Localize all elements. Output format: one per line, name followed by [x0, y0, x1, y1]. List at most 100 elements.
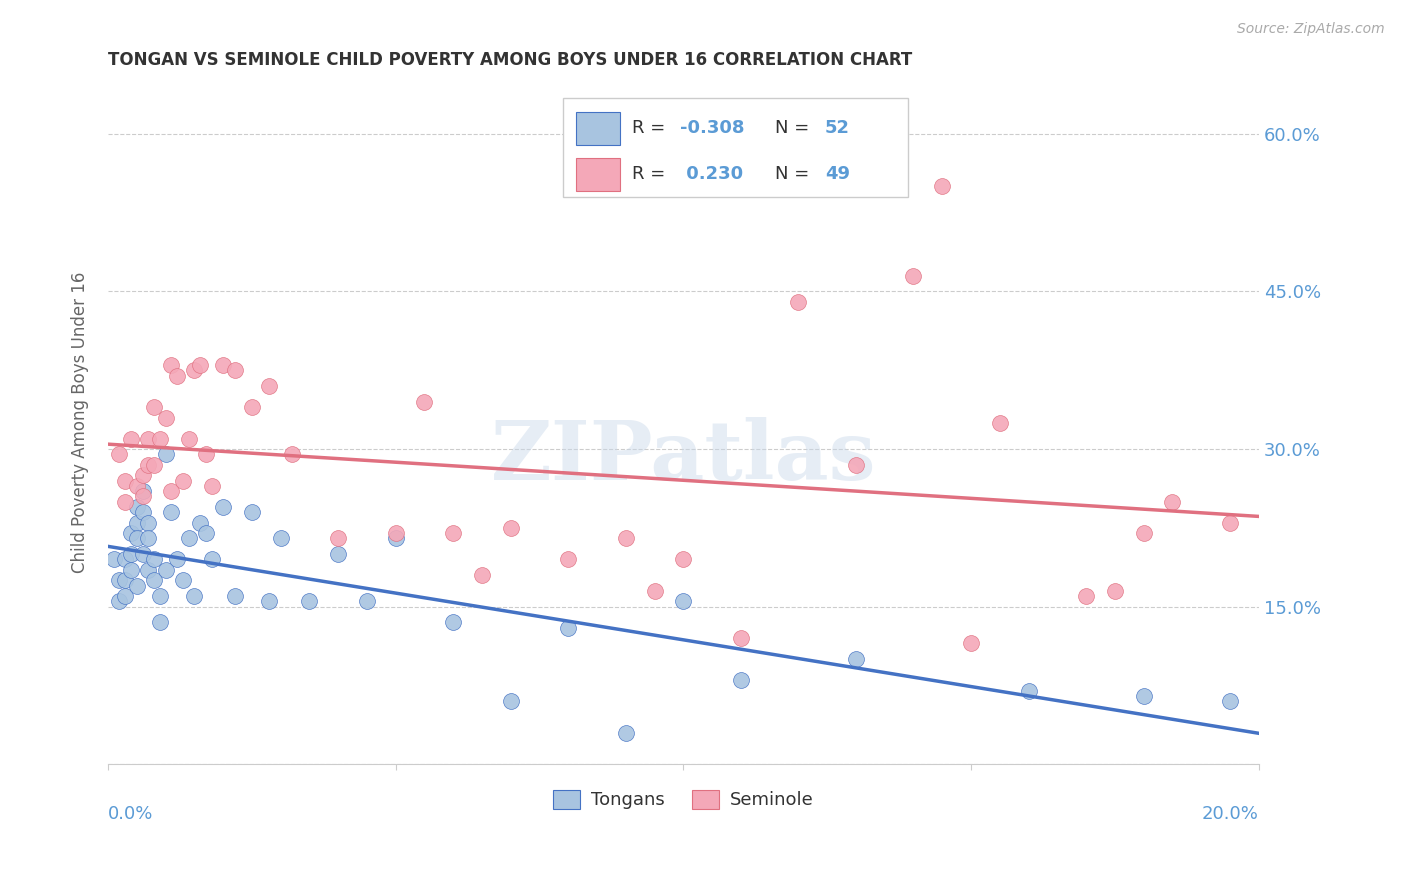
Point — [136, 432, 159, 446]
Point — [177, 532, 200, 546]
Point — [136, 516, 159, 530]
Point — [194, 526, 217, 541]
Text: 20.0%: 20.0% — [1202, 805, 1258, 823]
Point — [131, 489, 153, 503]
Point — [224, 589, 246, 603]
Text: 0.0%: 0.0% — [108, 805, 153, 823]
Point — [108, 447, 131, 461]
Text: 49: 49 — [825, 165, 849, 183]
Point — [413, 394, 436, 409]
Point — [200, 552, 222, 566]
Point — [136, 532, 159, 546]
Legend: Tongans, Seminole: Tongans, Seminole — [546, 783, 821, 817]
Point — [114, 494, 136, 508]
Point — [125, 500, 148, 514]
Point — [125, 516, 148, 530]
Point — [120, 547, 142, 561]
Point — [441, 526, 464, 541]
FancyBboxPatch shape — [576, 158, 620, 191]
Point — [730, 673, 752, 688]
Point — [672, 552, 695, 566]
Point — [120, 526, 142, 541]
Point — [257, 594, 280, 608]
Point — [149, 615, 172, 630]
Text: R =: R = — [631, 120, 671, 137]
Point — [131, 505, 153, 519]
Point — [557, 621, 579, 635]
Point — [787, 295, 810, 310]
Point — [384, 532, 406, 546]
FancyBboxPatch shape — [562, 98, 908, 197]
Point — [166, 368, 188, 383]
Point — [1074, 589, 1097, 603]
Point — [845, 652, 868, 666]
Point — [155, 563, 177, 577]
Text: N =: N = — [776, 120, 815, 137]
Point — [356, 594, 378, 608]
Point — [614, 725, 637, 739]
Point — [1219, 694, 1241, 708]
Text: 0.230: 0.230 — [681, 165, 742, 183]
Point — [1018, 683, 1040, 698]
Point — [136, 563, 159, 577]
Text: R =: R = — [631, 165, 671, 183]
Text: -0.308: -0.308 — [681, 120, 744, 137]
Point — [166, 552, 188, 566]
Point — [614, 532, 637, 546]
Point — [441, 615, 464, 630]
Point — [172, 474, 194, 488]
Point — [108, 574, 131, 588]
Point — [960, 636, 983, 650]
Point — [188, 358, 211, 372]
Point — [143, 574, 166, 588]
Point — [557, 552, 579, 566]
Point — [212, 500, 235, 514]
Point — [143, 400, 166, 414]
Point — [194, 447, 217, 461]
Point — [131, 484, 153, 499]
Point — [672, 594, 695, 608]
Point — [160, 505, 183, 519]
Point — [499, 521, 522, 535]
Point — [125, 479, 148, 493]
Point — [188, 516, 211, 530]
Point — [845, 458, 868, 472]
Text: TONGAN VS SEMINOLE CHILD POVERTY AMONG BOYS UNDER 16 CORRELATION CHART: TONGAN VS SEMINOLE CHILD POVERTY AMONG B… — [108, 51, 912, 69]
Point — [224, 363, 246, 377]
Point — [125, 579, 148, 593]
Point — [499, 694, 522, 708]
Point — [730, 631, 752, 645]
Point — [160, 358, 183, 372]
Point — [183, 363, 205, 377]
Point — [114, 589, 136, 603]
Point — [103, 552, 125, 566]
Point — [160, 484, 183, 499]
Point — [131, 547, 153, 561]
Point — [200, 479, 222, 493]
Point — [326, 547, 349, 561]
Point — [270, 532, 292, 546]
Point — [384, 526, 406, 541]
Point — [298, 594, 321, 608]
Point — [1161, 494, 1184, 508]
Point — [136, 458, 159, 472]
Point — [988, 416, 1011, 430]
Text: Source: ZipAtlas.com: Source: ZipAtlas.com — [1237, 22, 1385, 37]
Point — [281, 447, 304, 461]
Text: 52: 52 — [825, 120, 849, 137]
Point — [125, 532, 148, 546]
Point — [149, 589, 172, 603]
Point — [131, 468, 153, 483]
Point — [644, 583, 666, 598]
Point — [114, 574, 136, 588]
Text: ZIPatlas: ZIPatlas — [491, 417, 876, 497]
Point — [172, 574, 194, 588]
Point — [240, 400, 263, 414]
Point — [114, 474, 136, 488]
Point — [240, 505, 263, 519]
Point — [1219, 516, 1241, 530]
Point — [177, 432, 200, 446]
Point — [120, 563, 142, 577]
FancyBboxPatch shape — [576, 112, 620, 145]
Point — [212, 358, 235, 372]
